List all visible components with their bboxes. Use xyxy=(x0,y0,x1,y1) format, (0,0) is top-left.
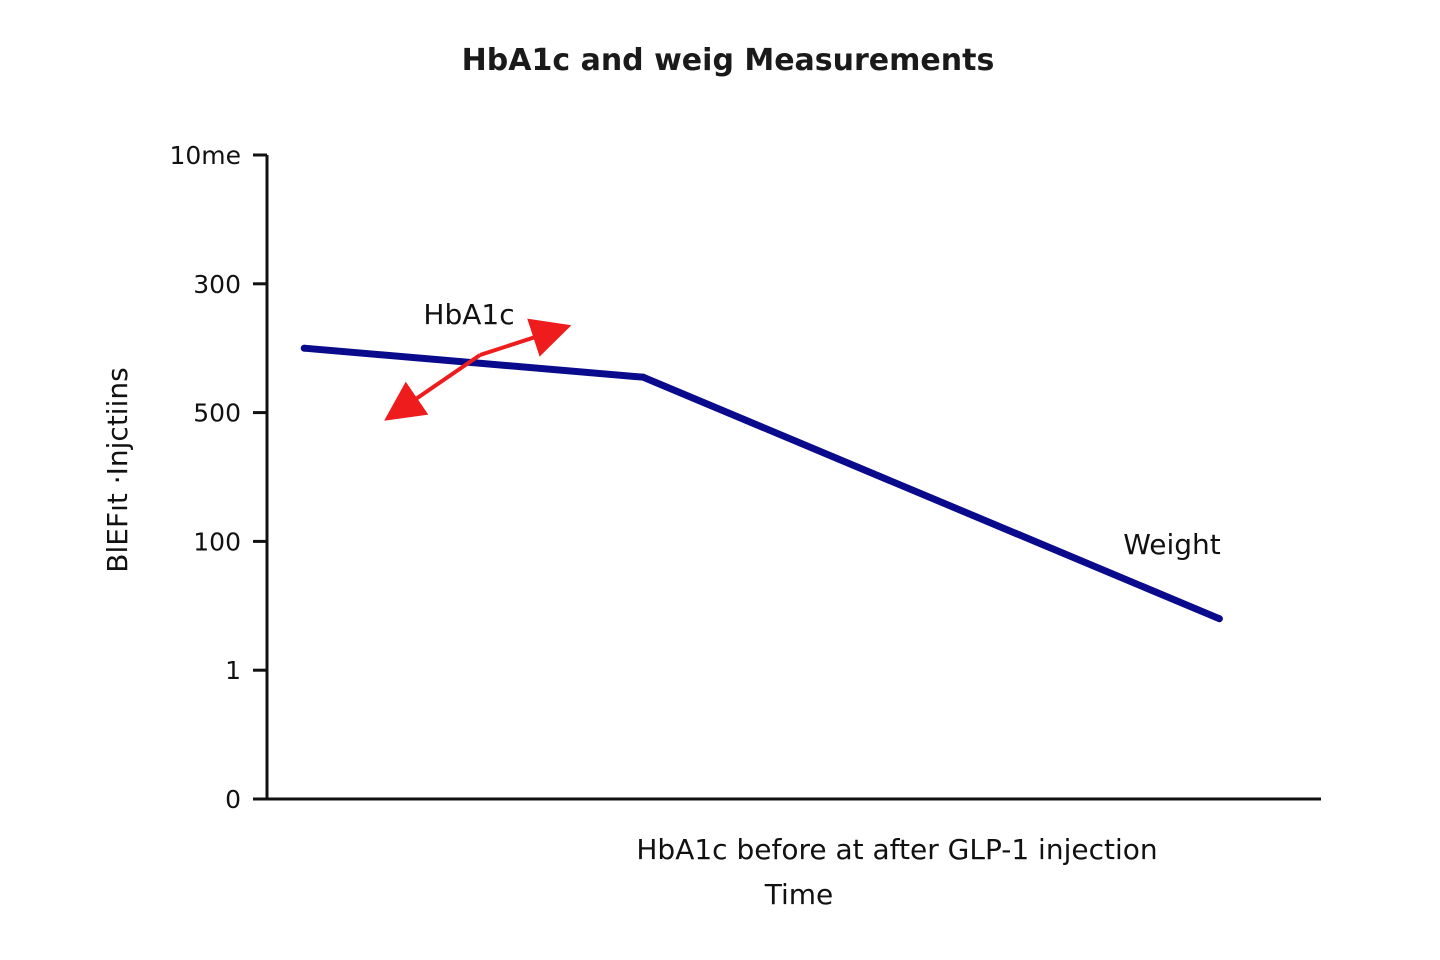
series-layer xyxy=(300,344,1223,623)
x-axis-sublabel: Time xyxy=(764,878,834,911)
data-point xyxy=(639,373,647,381)
y-tick-label: 10me xyxy=(169,141,241,170)
y-tick-label: 300 xyxy=(193,270,241,299)
y-ticks: 0 1 100 500 300 10me xyxy=(169,141,267,814)
series-label-weight: Weight xyxy=(1123,528,1221,561)
series-line-weight xyxy=(300,344,1223,623)
y-tick-label: 100 xyxy=(193,527,241,556)
hba1c-annotation: HbA1c xyxy=(384,298,572,421)
y-tick-label: 500 xyxy=(193,399,241,428)
x-axis-label: HbA1c before at after GLP-1 injection xyxy=(636,833,1157,866)
y-axis-label: BlEFıt ·Injctiins xyxy=(101,367,134,572)
hba1c-label: HbA1c xyxy=(423,298,514,331)
y-tick-label: 0 xyxy=(225,785,241,814)
hba1c-arrow-right xyxy=(479,318,572,357)
y-tick-label: 1 xyxy=(225,656,241,685)
data-point xyxy=(300,344,308,352)
chart-title: HbA1c and weig Measurements xyxy=(462,43,995,78)
hba1c-arrow-left xyxy=(384,353,482,421)
axes xyxy=(253,155,1321,801)
data-point xyxy=(1215,615,1223,623)
